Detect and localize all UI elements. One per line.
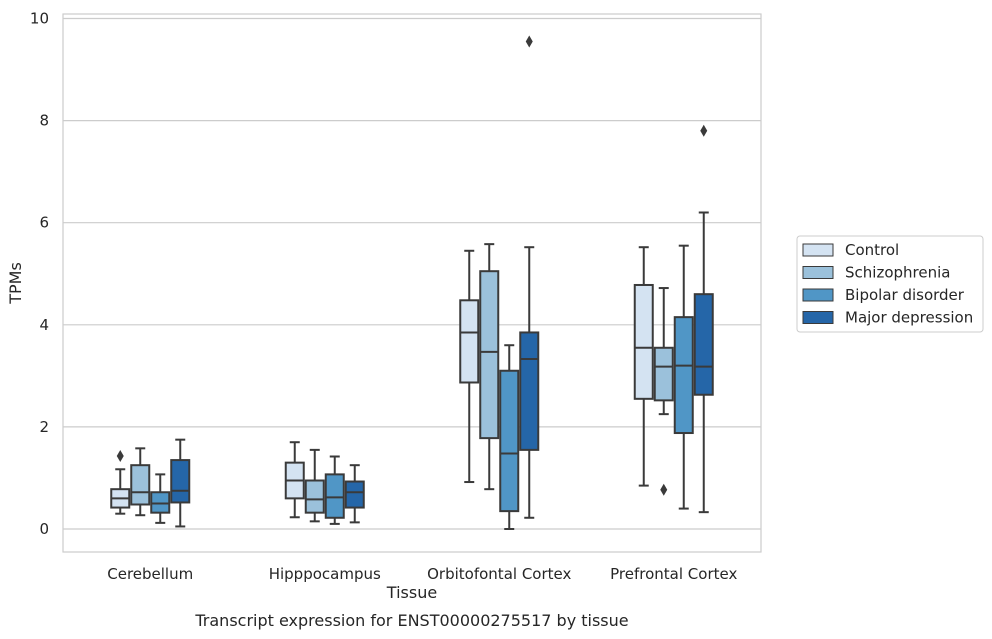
legend-swatch [802, 311, 834, 324]
box-body [693, 293, 714, 396]
box-series [110, 35, 714, 530]
legend-label: Control [845, 241, 899, 259]
y-tick-label: 2 [39, 418, 49, 436]
box-schizophrenia [304, 448, 325, 523]
legend-swatch [802, 243, 834, 257]
plot-frame [62, 13, 762, 553]
outlier-point [700, 124, 708, 137]
plot-background [63, 14, 761, 552]
box-schizophrenia [479, 243, 500, 491]
y-tick-labels: 0 2 4 6 8 10 [30, 10, 49, 539]
box-control [284, 441, 305, 519]
y-tick-label: 10 [30, 10, 49, 28]
box-schizophrenia [130, 447, 151, 517]
box-body [499, 369, 520, 513]
y-tick-label: 8 [39, 112, 49, 130]
box-body [653, 346, 674, 402]
box-major-depression [170, 438, 191, 528]
outlier-point [525, 35, 533, 48]
legend-swatch [802, 266, 834, 279]
box-major-depression [344, 464, 365, 524]
chart-caption: Transcript expression for ENST0000027551… [194, 611, 628, 630]
box-body [304, 479, 325, 514]
box-body [130, 464, 151, 506]
box-body [519, 331, 540, 451]
x-tick-label: Orbitofontal Cortex [427, 565, 571, 583]
y-axis-label: TPMs [6, 262, 25, 305]
legend-swatch [802, 288, 834, 302]
box-body [479, 270, 500, 440]
legend-label: Major depression [845, 309, 973, 327]
box-body [150, 491, 171, 514]
legend: Control Schizophrenia Bipolar disorder Majo… [796, 235, 984, 333]
box-bipolar-disorder [150, 473, 171, 524]
box-control [459, 249, 480, 484]
box-schizophrenia [653, 287, 674, 496]
x-axis-label: Tissue [386, 583, 437, 602]
box-major-depression [519, 35, 540, 519]
box-major-depression [693, 124, 714, 514]
x-tick-label: Cerebellum [107, 565, 193, 583]
box-bipolar-disorder [324, 455, 345, 525]
x-tick-label: Prefrontal Cortex [610, 565, 737, 583]
y-tick-label: 0 [39, 520, 49, 538]
box-body [459, 299, 480, 384]
y-gridlines [63, 17, 761, 530]
box-body [324, 473, 345, 519]
box-control [110, 449, 131, 515]
box-body [633, 283, 654, 400]
box-body [170, 459, 191, 504]
y-tick-label: 4 [39, 316, 49, 334]
legend-frame [796, 235, 984, 333]
box-bipolar-disorder [673, 244, 694, 510]
y-tick-label: 6 [39, 214, 49, 232]
x-tick-labels: Cerebellum Hipppocampus Orbitofontal Corte… [107, 565, 737, 583]
legend-label: Bipolar disorder [845, 286, 965, 304]
box-control [633, 246, 654, 487]
box-bipolar-disorder [499, 344, 520, 530]
legend-label: Schizophrenia [845, 264, 950, 282]
box-body [673, 316, 694, 435]
box-body [344, 480, 365, 509]
outlier-point [660, 483, 668, 496]
x-tick-label: Hipppocampus [269, 565, 381, 583]
outlier-point [116, 449, 124, 462]
